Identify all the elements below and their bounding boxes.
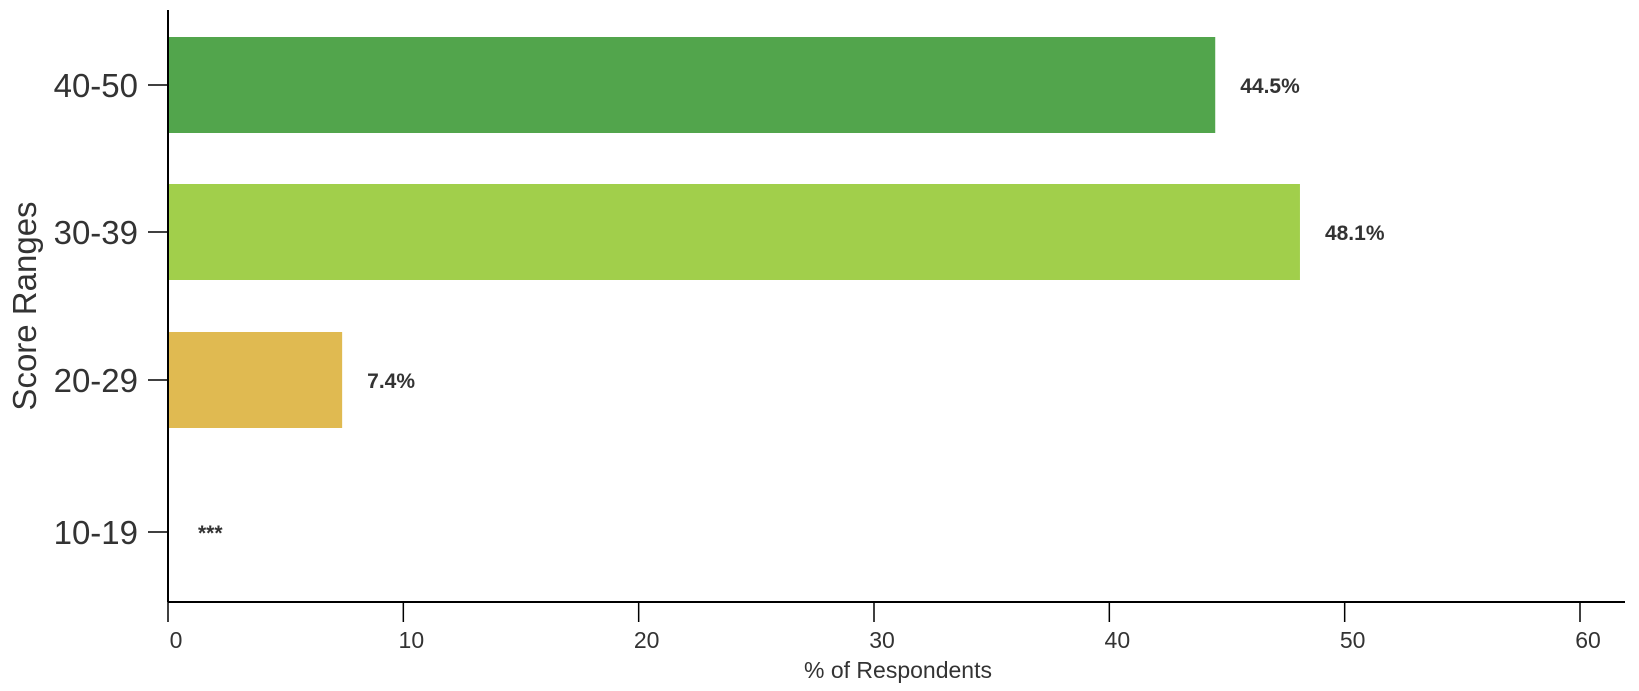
value-labels-layer: 44.5% 48.1% 7.4% *** (198, 75, 1385, 545)
y-tick-label: 20-29 (54, 362, 138, 399)
x-tick-label: 50 (1340, 627, 1366, 653)
y-tick-label: 40-50 (54, 67, 138, 104)
x-tick-label: 40 (1105, 627, 1131, 653)
x-tick-label: 60 (1575, 627, 1601, 653)
x-tick-label: 10 (399, 627, 425, 653)
bars-layer (168, 37, 1300, 428)
bar (168, 332, 343, 428)
y-tick-label: 10-19 (54, 514, 138, 551)
bar (168, 37, 1216, 133)
data-label: *** (198, 522, 223, 545)
y-axis-title: Score Ranges (6, 201, 43, 410)
x-axis-ticks-layer: 0 10 20 30 40 50 60 (167, 602, 1601, 653)
x-tick-label: 30 (869, 627, 895, 653)
x-tick-label: 20 (634, 627, 660, 653)
bar (168, 184, 1300, 280)
data-label: 44.5% (1240, 75, 1300, 98)
category-labels-layer: 40-50 30-39 20-29 10-19 (54, 67, 168, 551)
data-label: 48.1% (1325, 222, 1385, 245)
data-label: 7.4% (367, 370, 415, 393)
x-axis-title: % of Respondents (804, 657, 992, 683)
y-tick-label: 30-39 (54, 214, 138, 251)
x-tick-label: 0 (170, 627, 183, 653)
